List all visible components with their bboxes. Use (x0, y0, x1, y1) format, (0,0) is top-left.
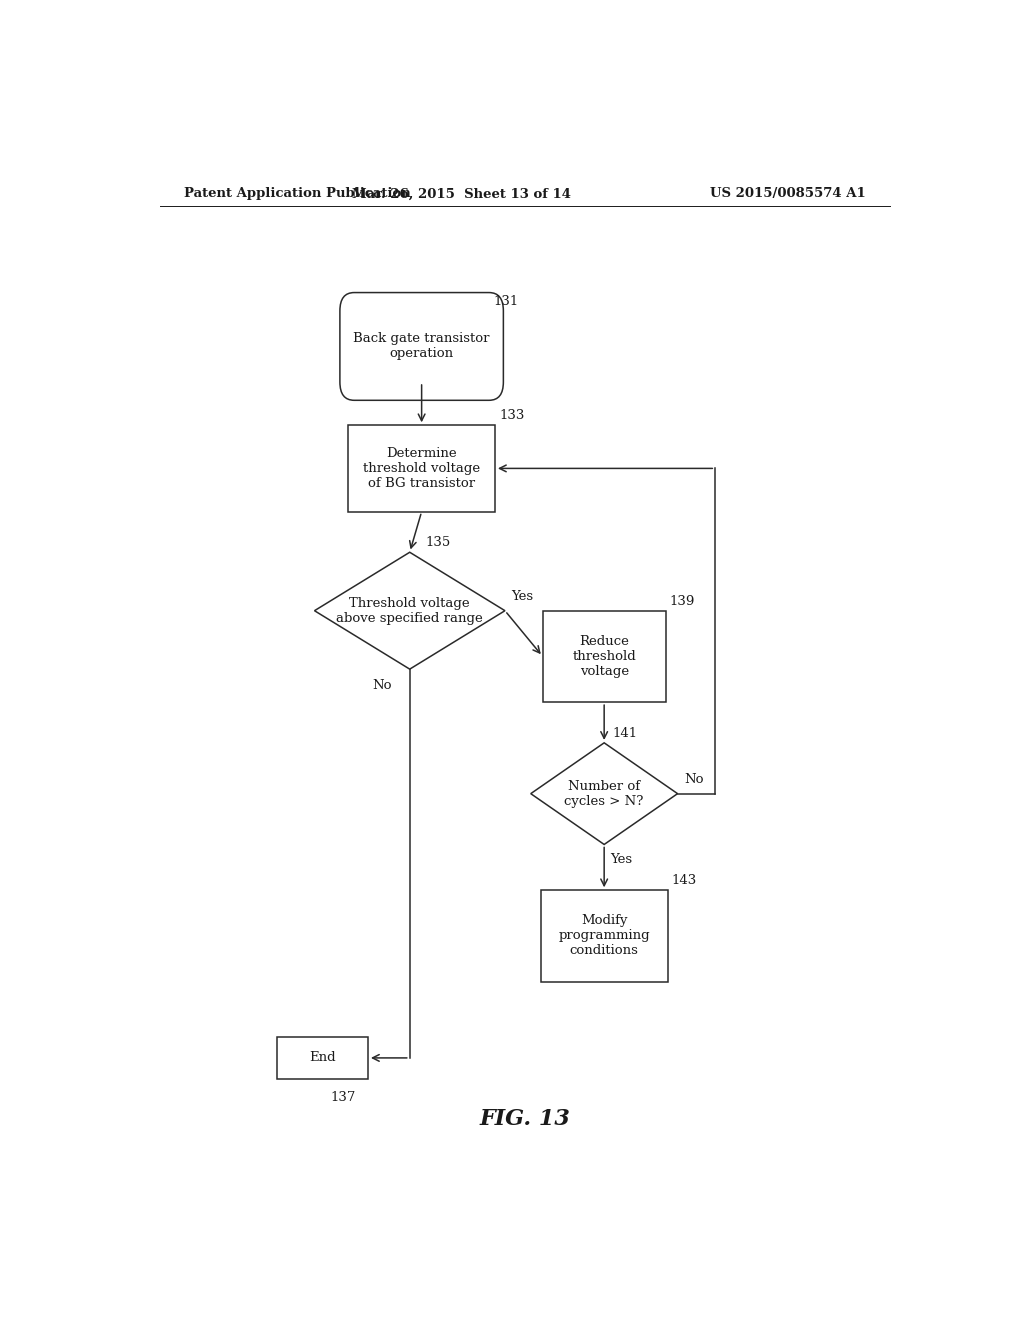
Bar (348, 425, 495, 512)
Polygon shape (314, 552, 505, 669)
Text: 133: 133 (499, 409, 524, 422)
Text: Yes: Yes (610, 853, 633, 866)
Text: Back gate transistor
operation: Back gate transistor operation (353, 333, 489, 360)
Text: 135: 135 (426, 536, 451, 549)
Text: Mar. 26, 2015  Sheet 13 of 14: Mar. 26, 2015 Sheet 13 of 14 (352, 187, 570, 201)
Text: Determine
threshold voltage
of BG transistor: Determine threshold voltage of BG transi… (364, 447, 480, 490)
Text: 131: 131 (494, 294, 518, 308)
Text: End: End (309, 1052, 336, 1064)
Text: Threshold voltage
above specified range: Threshold voltage above specified range (336, 597, 483, 624)
Text: 137: 137 (331, 1092, 355, 1105)
Bar (276, 1036, 368, 1080)
FancyBboxPatch shape (340, 293, 504, 400)
Text: Number of
cycles > N?: Number of cycles > N? (564, 780, 644, 808)
Bar (543, 611, 666, 702)
Text: 139: 139 (670, 594, 695, 607)
Text: Modify
programming
conditions: Modify programming conditions (558, 915, 650, 957)
Text: Yes: Yes (511, 590, 534, 602)
Text: 141: 141 (612, 727, 637, 739)
Text: No: No (684, 772, 703, 785)
Bar (541, 890, 668, 982)
Text: Patent Application Publication: Patent Application Publication (183, 187, 411, 201)
Text: US 2015/0085574 A1: US 2015/0085574 A1 (711, 187, 866, 201)
Text: FIG. 13: FIG. 13 (479, 1107, 570, 1130)
Text: 143: 143 (672, 874, 697, 887)
Polygon shape (530, 743, 678, 845)
Text: No: No (372, 680, 392, 692)
Text: Reduce
threshold
voltage: Reduce threshold voltage (572, 635, 636, 678)
